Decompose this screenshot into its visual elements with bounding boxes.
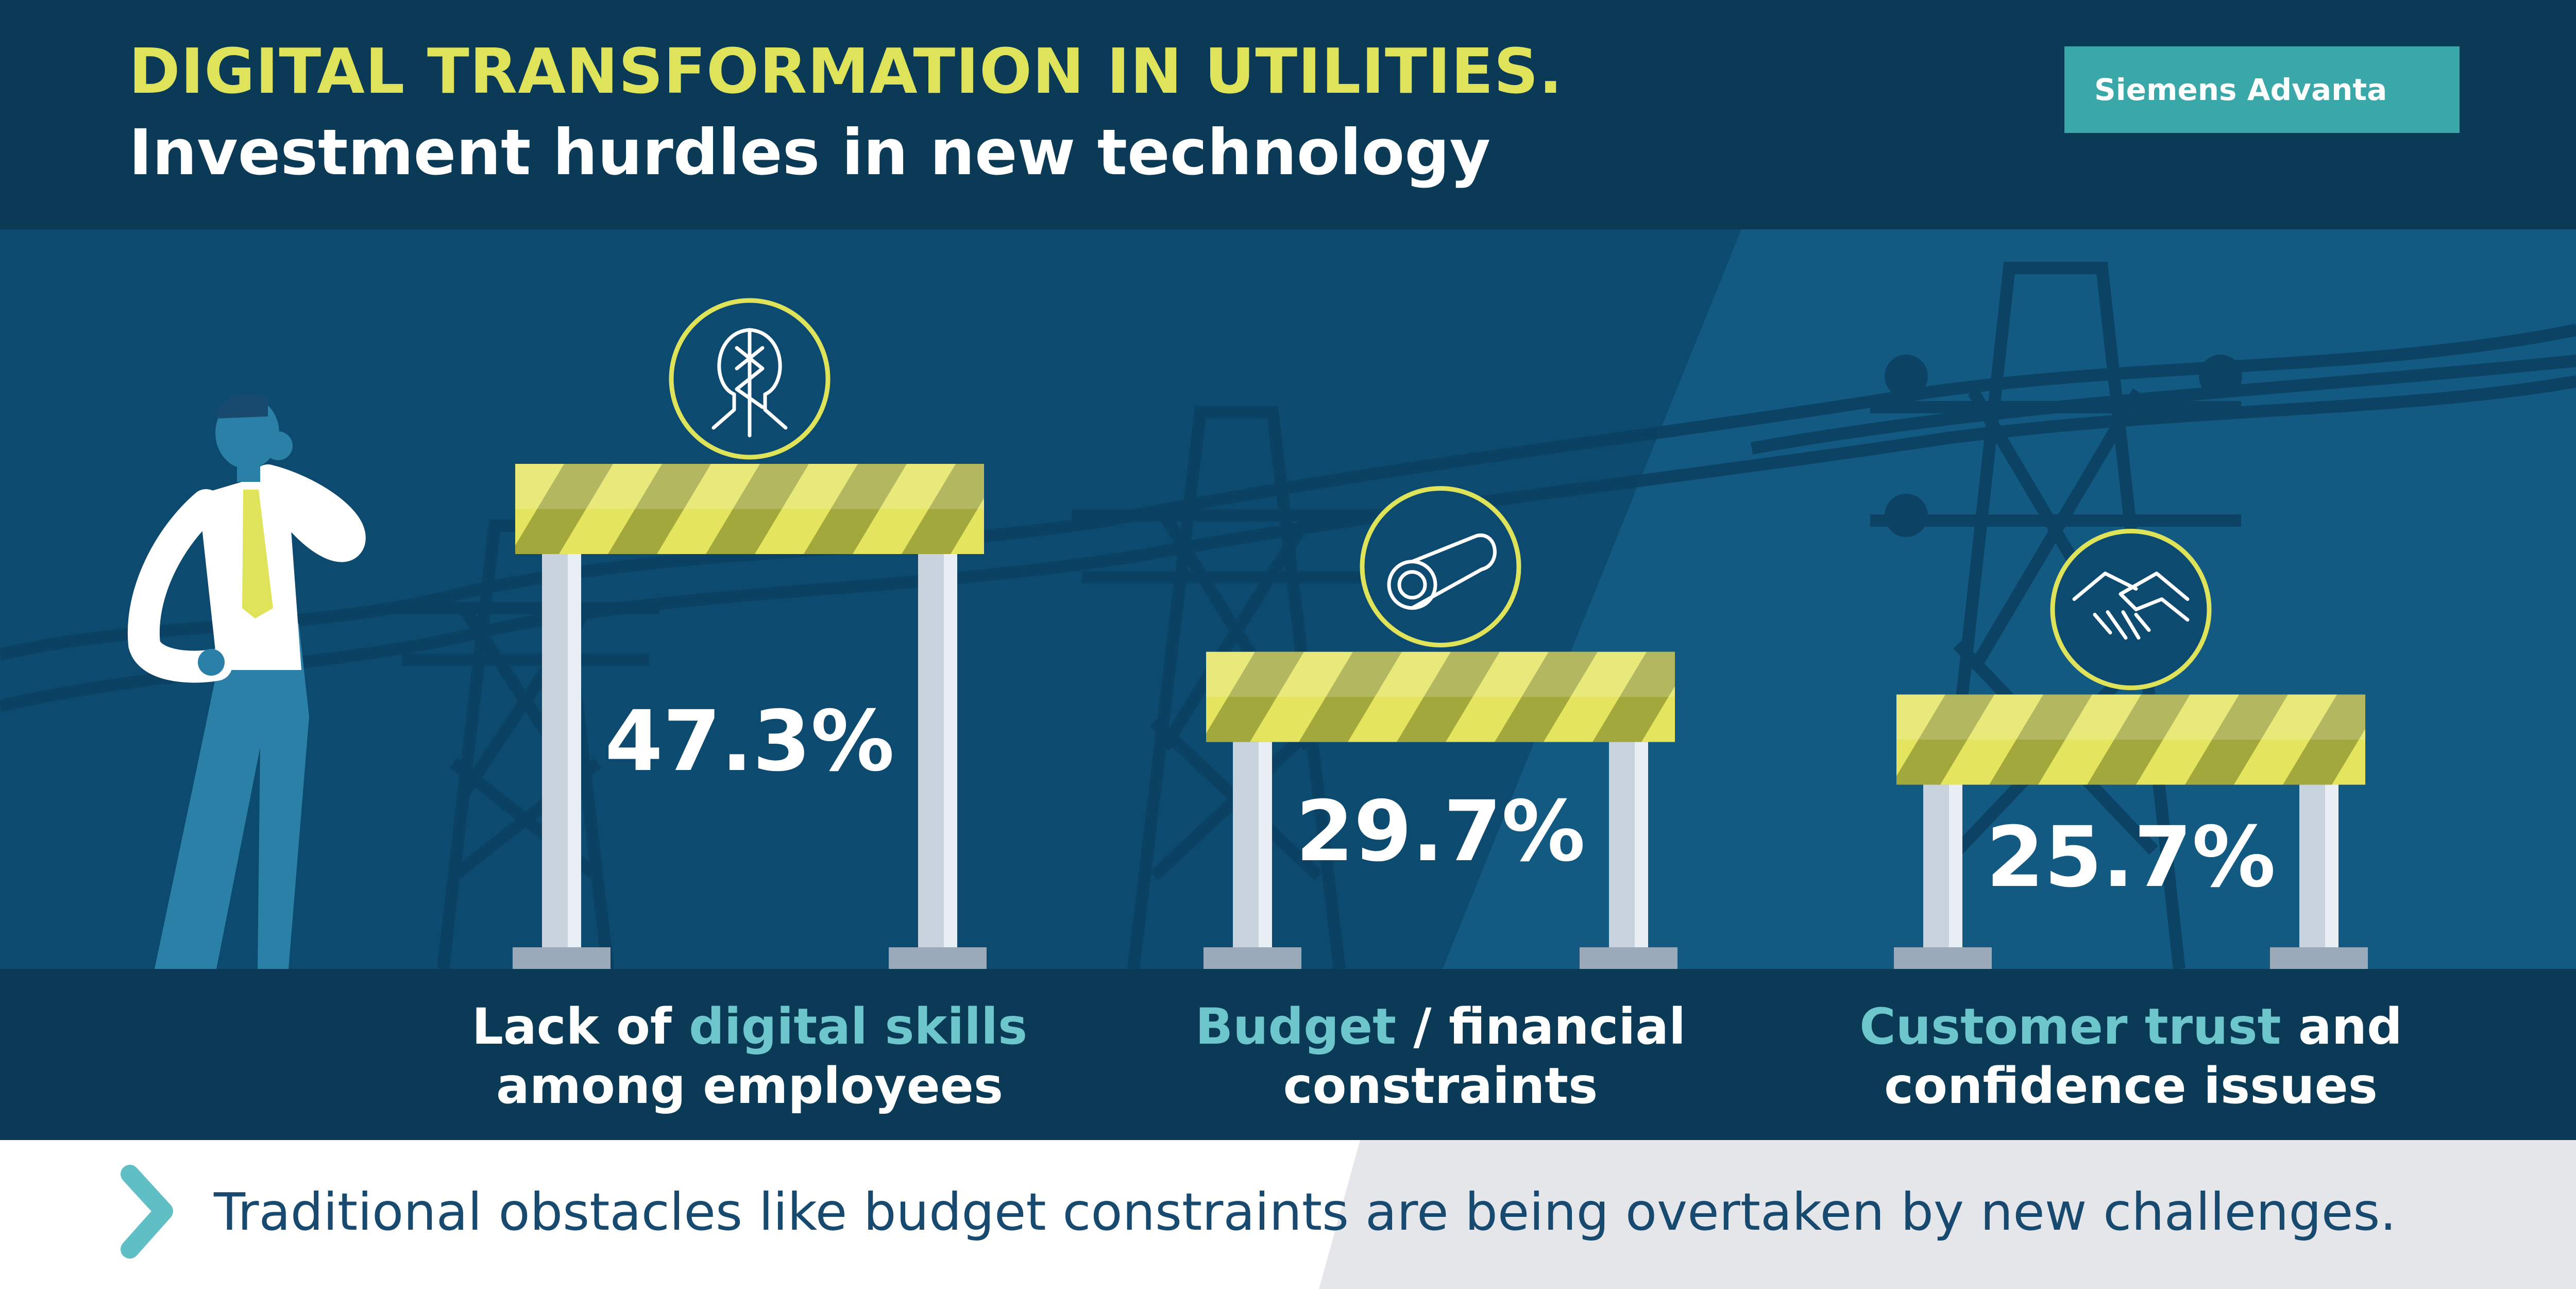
- hurdle-stripes: [1206, 651, 1675, 742]
- category-3-highlight: Customer trust: [1859, 998, 2281, 1056]
- hurdle-stripe: [804, 464, 907, 554]
- hurdle-stripe: [1397, 651, 1500, 742]
- hurdle-stripe: [2283, 694, 2365, 785]
- category-2-line1-suffix: / financial: [1396, 998, 1686, 1056]
- hurdle-foot: [1894, 947, 1992, 969]
- businessman-figure: [127, 394, 366, 969]
- hurdle-stripes: [1896, 694, 2365, 785]
- page-subtitle: Investment hurdles in new technology: [129, 116, 1491, 189]
- hurdle-stripe: [1206, 651, 1304, 742]
- category-3-line1-suffix: and: [2281, 998, 2402, 1056]
- hurdle-bar-3: [1894, 529, 2368, 969]
- category-2-line2: constraints: [1283, 1057, 1598, 1115]
- hurdle-bar-2: [1204, 486, 1677, 969]
- hurdle-stripe: [515, 464, 613, 554]
- hurdle-stripe: [1299, 651, 1402, 742]
- data-label-2: 29.7%: [1295, 783, 1586, 880]
- category-label-1: Lack of digital skills among employees: [415, 997, 1084, 1116]
- hurdle-stripes: [515, 464, 984, 554]
- hurdle-stripe: [608, 464, 711, 554]
- handshake-arms: [2072, 572, 2190, 622]
- hurdle-stripe: [1495, 651, 1598, 742]
- hurdle-stripe: [706, 464, 809, 554]
- hurdle-stripe: [2185, 694, 2288, 785]
- category-1-highlight: digital skills: [689, 998, 1028, 1056]
- hurdle-bar-1: [513, 298, 987, 969]
- category-3-line2: confidence issues: [1884, 1057, 2378, 1115]
- roll-body: [1410, 533, 1497, 610]
- hurdle-foot: [2270, 947, 2368, 969]
- handshake-fingers: [2093, 610, 2151, 640]
- hurdle-stripe: [2087, 694, 2190, 785]
- hurdle-foot: [1204, 947, 1301, 969]
- category-2-highlight: Budget: [1195, 998, 1396, 1056]
- brand-label: Siemens Advanta: [2094, 72, 2387, 107]
- money-roll-icon: [1360, 486, 1521, 648]
- category-label-2: Budget / financial constraints: [1106, 997, 1775, 1116]
- hurdle-stripe: [1896, 694, 1994, 785]
- footer-text: Traditional obstacles like budget constr…: [214, 1182, 2397, 1242]
- hurdle-leg-shine: [1259, 742, 1272, 947]
- hurdle-beam-highlight: [1206, 651, 1675, 697]
- hurdle-leg-shine: [568, 554, 581, 947]
- category-1-line2: among employees: [496, 1057, 1003, 1115]
- icon-ring: [2050, 529, 2212, 691]
- hurdle-stripe: [902, 464, 984, 554]
- hurdles-layer: [513, 298, 2368, 969]
- hurdle-leg-shine: [1635, 742, 1648, 947]
- roll-end-inner: [1397, 570, 1427, 600]
- data-label-3: 25.7%: [1986, 809, 2276, 906]
- hurdle-foot: [889, 947, 987, 969]
- hurdle-stripe: [1989, 694, 2092, 785]
- label-band: [0, 969, 2576, 1140]
- category-label-3: Customer trust and confidence issues: [1796, 997, 2466, 1116]
- handshake-icon: [2050, 529, 2212, 691]
- hurdle-beam-highlight: [515, 464, 984, 509]
- category-1-line1-prefix: Lack of: [471, 998, 689, 1056]
- hurdle-leg-shine: [2325, 784, 2338, 947]
- circuit-lines: [735, 328, 765, 438]
- hurdle-foot: [513, 947, 611, 969]
- data-label-1: 47.3%: [604, 693, 895, 790]
- footer-grey-panel: [1319, 1140, 2576, 1289]
- footer-chevron-icon: [121, 1165, 173, 1259]
- hurdle-leg-shine: [1949, 784, 1962, 947]
- hurdle-stripe: [1592, 651, 1675, 742]
- page-title: DIGITAL TRANSFORMATION IN UTILITIES.: [129, 36, 1563, 108]
- hurdle-leg-shine: [944, 554, 957, 947]
- hurdle-beam-highlight: [1896, 694, 2365, 740]
- brand-badge: Siemens Advanta: [2064, 46, 2460, 133]
- head-circuit-icon: [669, 298, 831, 460]
- hurdle-foot: [1580, 947, 1677, 969]
- icon-ring: [1360, 486, 1521, 648]
